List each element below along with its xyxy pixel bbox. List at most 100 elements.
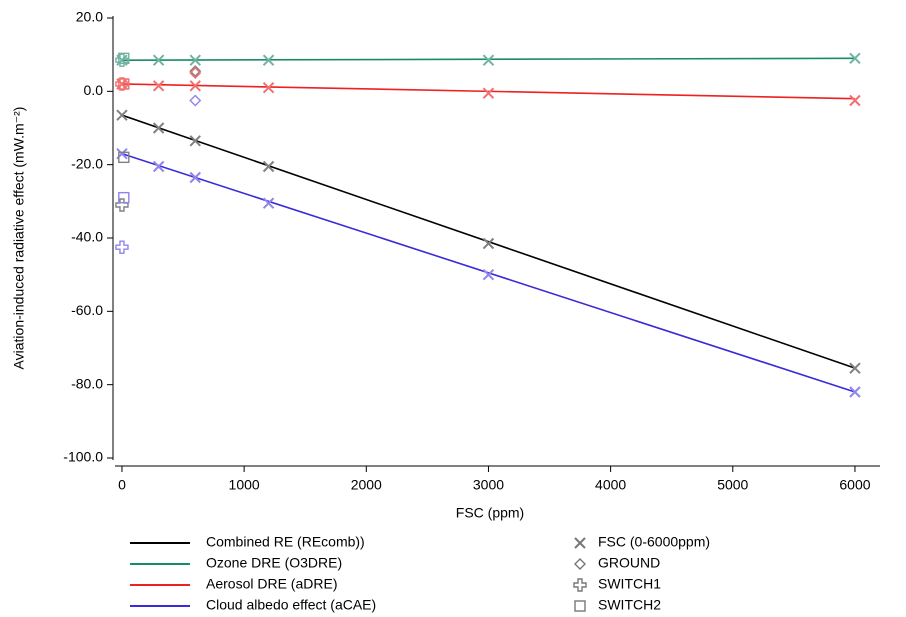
marker-x (189, 80, 201, 92)
y-axis-label: Aviation-induced radiative effect (mW.m⁻… (11, 107, 27, 370)
marker-shape (482, 87, 495, 99)
marker-x (482, 54, 495, 66)
marker-x (262, 81, 275, 94)
series-line (121, 114, 856, 369)
marker-shape (189, 171, 201, 184)
x-tick-label: 6000 (839, 477, 870, 493)
marker-shape (115, 240, 129, 254)
marker-shape (482, 54, 495, 66)
y-tick-label: -40.0 (71, 229, 103, 245)
marker-shape (262, 197, 275, 209)
marker-x (849, 94, 861, 107)
marker-x (482, 87, 495, 99)
legend-label: SWITCH2 (598, 597, 661, 613)
marker-x (262, 54, 275, 66)
marker-x (262, 160, 275, 173)
marker-shape (262, 160, 275, 173)
marker-shape (189, 80, 201, 92)
marker-shape (115, 53, 129, 67)
marker-x (482, 268, 495, 281)
marker-shape (189, 94, 202, 107)
legend-label: Cloud albedo effect (aCAE) (206, 597, 376, 613)
legend-label: GROUND (598, 555, 660, 571)
marker-x (849, 362, 861, 374)
marker-shape (573, 578, 587, 592)
marker-shape (849, 94, 861, 107)
legend-label: Ozone DRE (O3DRE) (206, 555, 342, 571)
marker-shape (849, 52, 861, 65)
marker-x (152, 160, 165, 173)
marker-x (482, 237, 495, 250)
marker-plus (115, 198, 129, 212)
marker-square (574, 600, 586, 612)
marker-square (118, 151, 130, 164)
marker-shape (189, 65, 202, 78)
marker-x (189, 171, 201, 184)
marker-x (849, 386, 861, 398)
marker-shape (574, 600, 586, 612)
marker-shape (849, 386, 861, 398)
marker-x (849, 52, 861, 65)
marker-shape (115, 77, 129, 91)
marker-x (262, 197, 275, 209)
marker-x (152, 80, 165, 92)
marker-x (116, 109, 128, 121)
legend-label: Aerosol DRE (aDRE) (206, 576, 337, 592)
x-tick-label: 4000 (595, 477, 626, 493)
marker-shape (115, 198, 129, 212)
y-tick-label: -60.0 (71, 302, 103, 318)
y-tick-label: -80.0 (71, 375, 103, 391)
marker-shape (152, 80, 165, 92)
marker-shape (574, 558, 586, 570)
x-tick-label: 0 (118, 477, 126, 493)
marker-shape (189, 135, 201, 147)
marker-shape (482, 237, 495, 250)
marker-shape (262, 81, 275, 94)
marker-diamond (189, 65, 202, 78)
marker-plus (115, 53, 129, 67)
x-tick-label: 3000 (473, 477, 504, 493)
marker-square (118, 78, 130, 90)
marker-diamond (189, 94, 202, 107)
marker-x (189, 135, 201, 147)
marker-shape (116, 109, 128, 121)
marker-shape (482, 268, 495, 281)
marker-square (118, 191, 130, 204)
y-tick-label: -20.0 (71, 155, 103, 171)
marker-plus (573, 578, 587, 592)
marker-shape (189, 54, 201, 66)
series-line (121, 152, 856, 393)
marker-x (152, 54, 165, 66)
legend-label: SWITCH1 (598, 576, 661, 592)
marker-shape (152, 54, 165, 66)
marker-shape (189, 67, 202, 79)
marker-plus (115, 77, 129, 91)
marker-x (152, 122, 165, 134)
marker-x (189, 54, 201, 66)
x-tick-label: 5000 (717, 477, 748, 493)
marker-shape (118, 52, 130, 65)
marker-shape (152, 122, 165, 134)
y-tick-label: 0.0 (84, 82, 104, 98)
x-tick-label: 2000 (351, 477, 382, 493)
marker-x (574, 537, 586, 549)
marker-shape (118, 78, 130, 90)
y-tick-label: -100.0 (63, 449, 103, 465)
marker-diamond (189, 67, 202, 79)
y-tick-label: 20.0 (76, 9, 103, 25)
x-axis-label: FSC (ppm) (456, 505, 524, 521)
marker-diamond (574, 558, 586, 570)
x-tick-label: 1000 (229, 477, 260, 493)
legend-label: Combined RE (REcomb)) (206, 534, 365, 550)
series-line (121, 83, 855, 100)
marker-shape (574, 537, 586, 549)
marker-shape (152, 160, 165, 173)
marker-shape (849, 362, 861, 374)
marker-shape (262, 54, 275, 66)
marker-shape (118, 151, 130, 164)
marker-shape (118, 191, 130, 204)
legend-label: FSC (0-6000ppm) (598, 534, 710, 550)
marker-square (118, 52, 130, 65)
